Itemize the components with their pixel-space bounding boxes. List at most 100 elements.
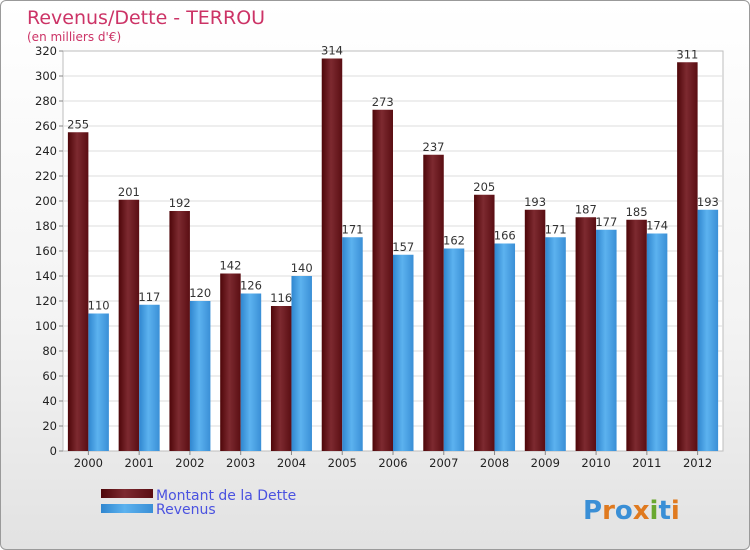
data-label-revenue-2001: 117 (138, 290, 160, 304)
y-tick-label: 100 (35, 319, 57, 333)
data-label-revenue-2011: 174 (646, 219, 668, 233)
bar-revenue-2011 (646, 233, 668, 451)
legend: Montant de la Dette Revenus (101, 488, 296, 518)
logo-letter: i (650, 496, 659, 526)
legend-swatch-debt (101, 489, 153, 498)
bar-revenue-2009 (545, 237, 566, 451)
data-label-debt-2005: 314 (321, 44, 343, 58)
data-label-revenue-2006: 157 (392, 240, 414, 254)
y-tick-label: 240 (35, 144, 57, 158)
x-tick-label-2012: 2012 (683, 456, 712, 470)
data-label-debt-2010: 187 (575, 202, 597, 216)
y-tick-label: 260 (35, 119, 57, 133)
x-tick-label-2011: 2011 (632, 456, 661, 470)
chart-subtitle: (en milliers d'€) (27, 30, 121, 44)
data-label-debt-2000: 255 (67, 117, 89, 131)
bar-debt-2006 (372, 109, 393, 451)
data-label-debt-2008: 205 (473, 180, 495, 194)
y-tick-label: 160 (35, 244, 57, 258)
bar-revenue-2006 (393, 254, 414, 451)
bar-debt-2009 (524, 209, 546, 451)
data-label-revenue-2009: 171 (545, 222, 567, 236)
legend-swatch-revenue (101, 504, 153, 513)
x-tick-label-2000: 2000 (74, 456, 103, 470)
data-label-debt-2001: 201 (118, 185, 140, 199)
bar-debt-2008 (474, 194, 495, 451)
data-label-debt-2011: 185 (626, 205, 648, 219)
bar-revenue-2004 (291, 276, 312, 451)
bar-revenue-2000 (88, 313, 109, 451)
bar-revenue-2005 (342, 237, 363, 451)
bar-debt-2000 (67, 132, 89, 451)
data-label-debt-2012: 311 (676, 47, 698, 61)
bar-revenue-2002 (189, 301, 211, 451)
data-label-revenue-2000: 110 (88, 299, 110, 313)
logo-letter: P (583, 496, 602, 526)
y-tick-label: 60 (42, 369, 57, 383)
logo-text: Proxiti (583, 496, 680, 526)
logo-letter: x (633, 496, 650, 526)
y-tick-label: 20 (42, 419, 57, 433)
y-tick-label: 80 (42, 344, 57, 358)
legend-label-revenue: Revenus (156, 502, 216, 518)
data-label-revenue-2004: 140 (291, 261, 313, 275)
y-tick-label: 120 (35, 294, 57, 308)
legend-label-debt: Montant de la Dette (156, 488, 296, 504)
y-tick-label: 40 (42, 394, 57, 408)
bar-revenue-2012 (697, 209, 719, 451)
y-tick-label: 280 (35, 94, 57, 108)
data-label-revenue-2003: 126 (240, 279, 262, 293)
proxiti-logo: Proxiti (583, 496, 680, 526)
bar-debt-2001 (118, 199, 140, 451)
data-label-revenue-2008: 166 (494, 229, 516, 243)
data-label-debt-2003: 142 (219, 259, 241, 273)
data-label-revenue-2012: 193 (697, 195, 719, 209)
y-tick-label: 140 (35, 269, 57, 283)
bar-debt-2002 (169, 211, 190, 451)
x-tick-label-2006: 2006 (378, 456, 407, 470)
bar-debt-2010 (575, 217, 597, 451)
x-tick-label-2001: 2001 (125, 456, 154, 470)
x-tick-label-2007: 2007 (429, 456, 458, 470)
x-tick-label-2002: 2002 (175, 456, 204, 470)
x-tick-label-2010: 2010 (581, 456, 610, 470)
y-tick-label: 180 (35, 219, 57, 233)
data-label-debt-2006: 273 (372, 95, 394, 109)
data-label-revenue-2002: 120 (189, 286, 211, 300)
data-label-debt-2007: 237 (423, 140, 445, 154)
data-label-revenue-2010: 177 (595, 215, 617, 229)
logo-letter: r (602, 496, 615, 526)
bar-debt-2011 (626, 219, 647, 451)
logo-letter: t (658, 496, 670, 526)
data-label-revenue-2007: 162 (443, 234, 465, 248)
legend-item-debt: Montant de la Dette (101, 488, 296, 504)
y-tick-label: 320 (35, 44, 57, 58)
data-labels: 255 110 201 117 192 120 142 126 116 140 314 171 273 1… (67, 44, 719, 313)
chart-title: Revenus/Dette - TERROU (27, 7, 265, 29)
data-label-revenue-2005: 171 (342, 222, 364, 236)
y-tick-label: 300 (35, 69, 57, 83)
bar-revenue-2010 (596, 229, 617, 451)
bar-debt-2005 (321, 58, 343, 451)
bar-debt-2007 (423, 154, 444, 451)
bar-revenue-2008 (494, 243, 516, 451)
y-tick-label: 220 (35, 169, 57, 183)
legend-item-revenue: Revenus (101, 502, 216, 518)
logo-letter: o (615, 496, 633, 526)
x-tick-label-2009: 2009 (531, 456, 560, 470)
y-tick-label: 0 (50, 444, 57, 458)
bars (67, 58, 719, 451)
bar-revenue-2003 (240, 293, 262, 451)
x-tick-label-2004: 2004 (277, 456, 306, 470)
data-label-debt-2002: 192 (169, 196, 191, 210)
x-tick-label-2005: 2005 (328, 456, 357, 470)
y-axis: 0 20 40 60 80 100 120 140 160 180 200 220 240 260 280 3… (35, 44, 63, 458)
logo-letter: i (671, 496, 680, 526)
bar-debt-2012 (677, 62, 698, 451)
data-label-debt-2004: 116 (270, 291, 292, 305)
bar-revenue-2001 (139, 304, 160, 451)
x-axis: 2000 2001 2002 2003 2004 2005 2006 2007 2008 2009… (74, 451, 712, 470)
bar-revenue-2007 (443, 248, 465, 451)
